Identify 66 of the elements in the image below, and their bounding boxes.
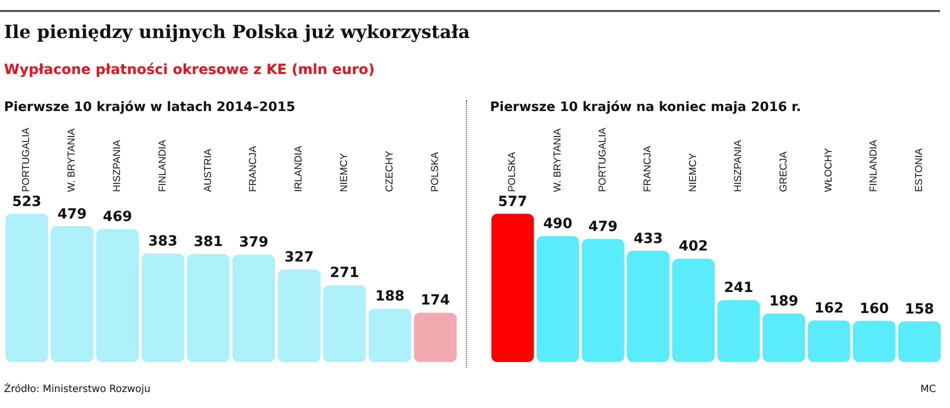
text: MC — [920, 384, 936, 395]
x-tick-label: NIEMCY — [688, 152, 699, 192]
x-tick-label: ESTONIA — [914, 148, 925, 192]
x-tick-label: FINLANDIA — [868, 139, 880, 192]
data-label: 158 — [904, 301, 934, 318]
data-label: 433 — [634, 230, 663, 247]
data-label: 189 — [769, 293, 798, 310]
bar — [278, 269, 320, 362]
text: Źródło: Ministerstwo Rozwoju — [4, 384, 151, 395]
x-tick-label: HISZPANIA — [112, 140, 123, 192]
bar — [142, 253, 184, 362]
bar — [323, 285, 366, 362]
x-tick-label: WŁOCHY — [824, 148, 834, 192]
data-label: 523 — [12, 194, 42, 210]
bar — [50, 226, 94, 362]
x-tick-label: IRLANDIA — [294, 146, 305, 192]
data-label: 381 — [194, 234, 223, 250]
bar — [414, 312, 457, 362]
data-label: 490 — [543, 216, 573, 232]
chart-subtitle: Wypłacone płatności okresowe z KE (mln euro) — [4, 62, 375, 78]
data-label: 160 — [860, 300, 890, 317]
bar — [536, 236, 580, 362]
data-label: 241 — [724, 280, 754, 296]
x-tick-label: FINLANDIA — [157, 139, 168, 192]
bar — [808, 320, 850, 362]
x-tick-label: PORTUGALIA — [598, 127, 608, 192]
data-label: 402 — [678, 238, 708, 255]
data-label: 479 — [57, 206, 87, 222]
x-tick-label: PORTUGALIA — [21, 127, 32, 192]
x-tick-label: POLSKA — [507, 152, 518, 192]
data-label: 577 — [498, 194, 528, 210]
x-tick-label: FRANCJA — [248, 146, 260, 192]
x-tick-label: POLSKA — [430, 152, 441, 192]
data-label: 479 — [588, 218, 618, 235]
data-label: 188 — [375, 288, 405, 305]
x-tick-label: GRECJA — [778, 151, 790, 192]
x-tick-label: AUSTRIA — [202, 148, 214, 192]
data-label: 271 — [330, 265, 360, 282]
data-label: 162 — [814, 300, 844, 316]
x-tick-label: NIEMCY — [339, 152, 350, 192]
bar — [491, 214, 534, 362]
data-label: 379 — [239, 234, 268, 251]
bar — [762, 313, 806, 362]
bar — [582, 238, 624, 362]
x-tick-label: W. BRYTANIA — [552, 128, 564, 192]
bar — [368, 308, 412, 362]
bar — [5, 214, 48, 362]
data-label: 469 — [102, 209, 132, 226]
chart-title: Ile pieniędzy unijnych Polska już wykorzystała — [4, 22, 470, 43]
bar — [852, 320, 896, 362]
data-label: 383 — [148, 233, 178, 250]
x-tick-label: CZECHY — [384, 150, 396, 192]
bar — [186, 254, 230, 362]
text: Pierwsze 10 krajów w latach 2014–2015 — [4, 100, 296, 115]
bar — [626, 250, 670, 362]
x-tick-label: FRANCJA — [642, 146, 654, 192]
bar — [717, 300, 760, 362]
bar — [96, 229, 139, 362]
x-tick-label: W. BRYTANIA — [66, 128, 78, 192]
data-label: 327 — [284, 249, 314, 266]
text: Pierwsze 10 krajów na koniec maja 2016 r. — [490, 100, 802, 115]
bar — [898, 321, 941, 362]
bar — [232, 254, 276, 362]
data-label: 174 — [420, 292, 450, 309]
x-tick-label: HISZPANIA — [733, 140, 744, 192]
bar — [672, 258, 715, 362]
